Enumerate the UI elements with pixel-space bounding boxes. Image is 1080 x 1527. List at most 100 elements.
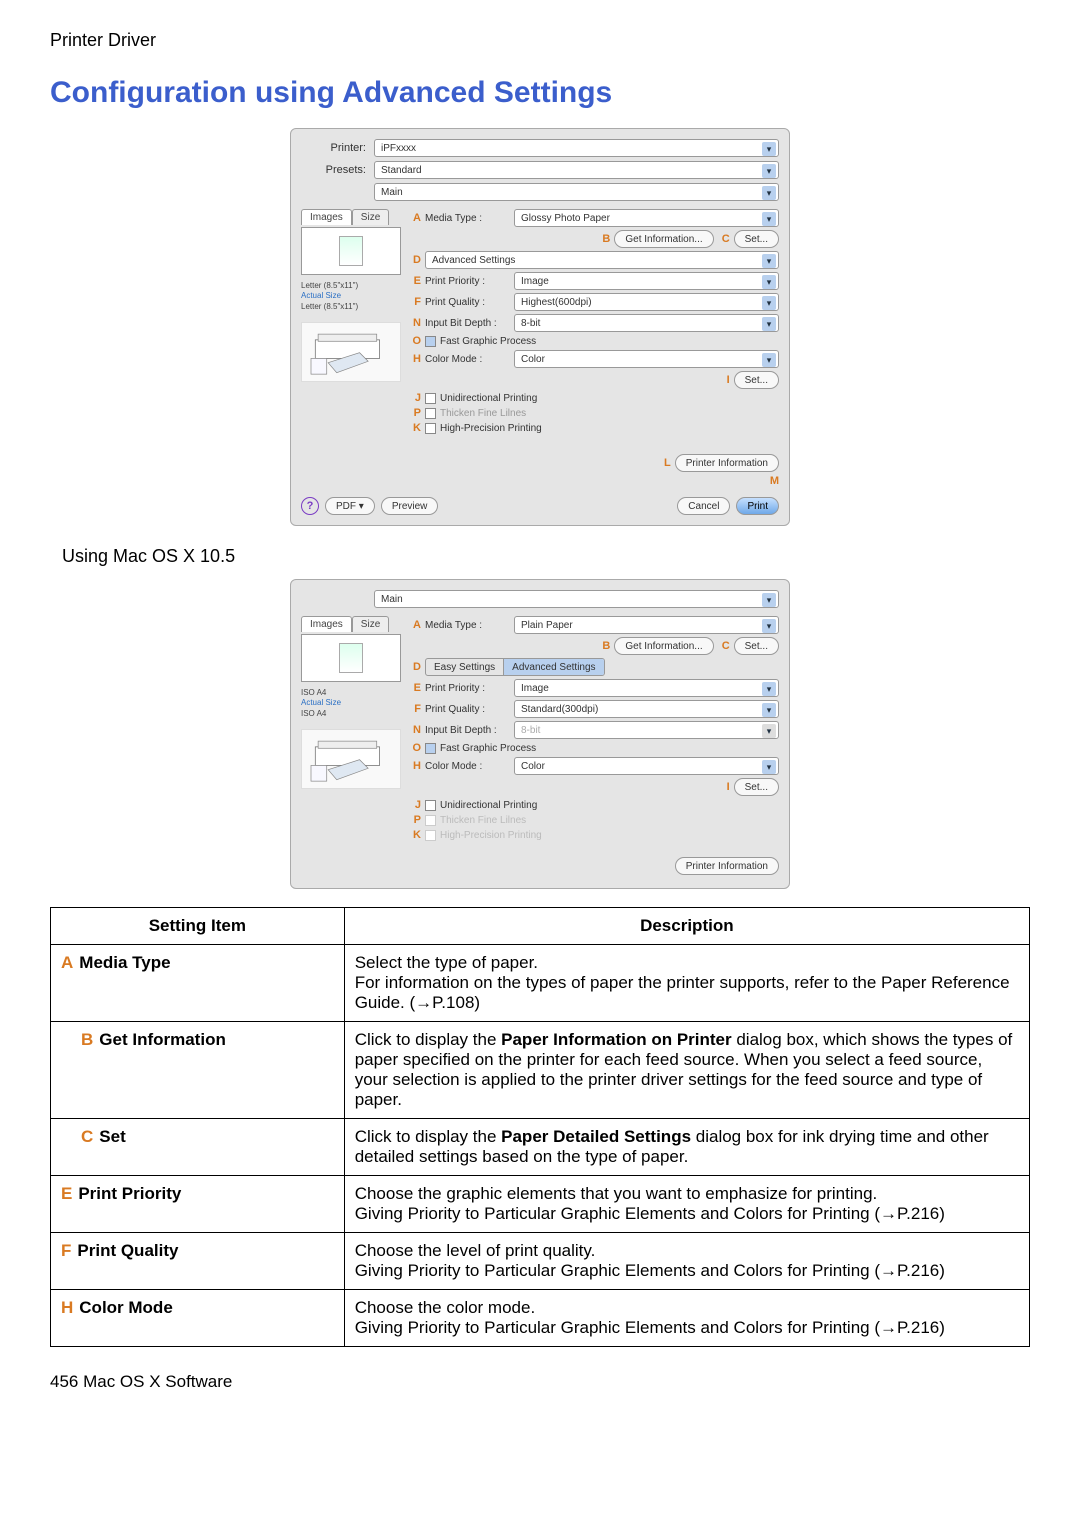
row-name: Print Quality: [77, 1241, 178, 1260]
pdf-button[interactable]: PDF ▾: [325, 497, 375, 515]
tag-n: N: [409, 317, 421, 329]
dropdown-icon: ▾: [762, 703, 776, 717]
tag-o: O: [409, 335, 421, 347]
color-mode-label: Color Mode :: [425, 354, 510, 365]
fast-graphic-label: Fast Graphic Process: [440, 743, 536, 754]
tag-m: M: [770, 475, 779, 487]
thicken-checkbox: [425, 815, 436, 826]
tab-size[interactable]: Size: [352, 209, 389, 225]
tag-h: H: [409, 353, 421, 365]
print-button[interactable]: Print: [736, 497, 779, 515]
row-name: Set: [99, 1127, 125, 1146]
tag-p: P: [409, 407, 421, 419]
preview-button[interactable]: Preview: [381, 497, 439, 515]
media-type-select[interactable]: Glossy Photo Paper▾: [514, 209, 779, 227]
page-preview: [301, 634, 401, 682]
media-type-label: Media Type :: [425, 620, 510, 631]
set-button-i[interactable]: Set...: [734, 371, 779, 389]
dropdown-icon: ▾: [762, 186, 776, 200]
paper-size-info: ISO A4Actual SizeISO A4: [301, 688, 401, 719]
tag-c: C: [718, 233, 730, 245]
page-title: Configuration using Advanced Settings: [50, 76, 1030, 110]
tab-images[interactable]: Images: [301, 209, 352, 225]
media-type-label: Media Type :: [425, 213, 510, 224]
header-section: Printer Driver: [50, 30, 1030, 51]
tag-i: I: [718, 781, 730, 793]
tag-e: E: [409, 682, 421, 694]
fast-graphic-checkbox[interactable]: [425, 336, 436, 347]
print-dialog-osx: Printer: iPFxxxx▾ Presets: Standard▾ Mai…: [290, 128, 790, 526]
tag-d: D: [409, 254, 421, 266]
row-name: Color Mode: [79, 1298, 173, 1317]
tag-n: N: [409, 724, 421, 736]
printer-info-button[interactable]: Printer Information: [675, 857, 779, 875]
dropdown-icon: ▾: [762, 164, 776, 178]
set-button-c[interactable]: Set...: [734, 230, 779, 248]
tag-j: J: [409, 799, 421, 811]
bit-depth-label: Input Bit Depth :: [425, 725, 510, 736]
print-quality-select[interactable]: Standard(300dpi)▾: [514, 700, 779, 718]
printer-select[interactable]: iPFxxxx▾: [374, 139, 779, 157]
tag-d: D: [409, 661, 421, 673]
row-letter: B: [81, 1030, 93, 1049]
tag-f: F: [409, 703, 421, 715]
thicken-label: Thicken Fine Lilnes: [440, 815, 526, 826]
set-button-i[interactable]: Set...: [734, 778, 779, 796]
bit-depth-select: 8-bit▾: [514, 721, 779, 739]
mode-select[interactable]: Advanced Settings▾: [425, 251, 779, 269]
color-mode-select[interactable]: Color▾: [514, 757, 779, 775]
hiprec-checkbox[interactable]: [425, 423, 436, 434]
row-desc: Select the type of paper.For information…: [344, 945, 1029, 1022]
presets-select[interactable]: Standard▾: [374, 161, 779, 179]
panel-select[interactable]: Main▾: [374, 183, 779, 201]
row-desc: Click to display the Paper Information o…: [344, 1022, 1029, 1119]
dropdown-icon: ▾: [762, 593, 776, 607]
panel-select[interactable]: Main▾: [374, 590, 779, 608]
bit-depth-select[interactable]: 8-bit▾: [514, 314, 779, 332]
media-type-select[interactable]: Plain Paper▾: [514, 616, 779, 634]
print-priority-select[interactable]: Image▾: [514, 272, 779, 290]
hiprec-label: High-Precision Printing: [440, 423, 542, 434]
settings-segmented[interactable]: Easy SettingsAdvanced Settings: [425, 658, 605, 676]
tag-a: A: [409, 212, 421, 224]
printer-info-button[interactable]: Printer Information: [675, 454, 779, 472]
row-desc: Choose the level of print quality.Giving…: [344, 1233, 1029, 1290]
help-icon[interactable]: ?: [301, 497, 319, 515]
dropdown-icon: ▾: [762, 317, 776, 331]
tag-k: K: [409, 829, 421, 841]
fast-graphic-checkbox[interactable]: [425, 743, 436, 754]
print-quality-label: Print Quality :: [425, 297, 510, 308]
unidir-checkbox[interactable]: [425, 800, 436, 811]
thicken-checkbox[interactable]: [425, 408, 436, 419]
tag-i: I: [718, 374, 730, 386]
row-name: Print Priority: [78, 1184, 181, 1203]
cancel-button[interactable]: Cancel: [677, 497, 730, 515]
row-letter: A: [61, 953, 73, 972]
color-mode-select[interactable]: Color▾: [514, 350, 779, 368]
dropdown-icon: ▾: [762, 724, 776, 738]
paper-size-info: Letter (8.5"x11")Actual SizeLetter (8.5"…: [301, 281, 401, 312]
unidir-label: Unidirectional Printing: [440, 800, 537, 811]
tag-b: B: [598, 640, 610, 652]
tab-images[interactable]: Images: [301, 616, 352, 632]
th-setting: Setting Item: [51, 908, 345, 945]
unidir-checkbox[interactable]: [425, 393, 436, 404]
print-dialog-osx105: Main▾ ImagesSize ISO A4Actual SizeISO A4…: [290, 579, 790, 889]
hiprec-label: High-Precision Printing: [440, 830, 542, 841]
print-quality-select[interactable]: Highest(600dpi)▾: [514, 293, 779, 311]
get-information-button[interactable]: Get Information...: [614, 637, 713, 655]
get-information-button[interactable]: Get Information...: [614, 230, 713, 248]
unidir-label: Unidirectional Printing: [440, 393, 537, 404]
set-button-c[interactable]: Set...: [734, 637, 779, 655]
print-priority-label: Print Priority :: [425, 276, 510, 287]
print-priority-select[interactable]: Image▾: [514, 679, 779, 697]
tag-e: E: [409, 275, 421, 287]
tab-size[interactable]: Size: [352, 616, 389, 632]
page-preview: [301, 227, 401, 275]
row-letter: H: [61, 1298, 73, 1317]
color-mode-label: Color Mode :: [425, 761, 510, 772]
tag-a: A: [409, 619, 421, 631]
thicken-label: Thicken Fine Lilnes: [440, 408, 526, 419]
hiprec-checkbox: [425, 830, 436, 841]
tag-b: B: [598, 233, 610, 245]
